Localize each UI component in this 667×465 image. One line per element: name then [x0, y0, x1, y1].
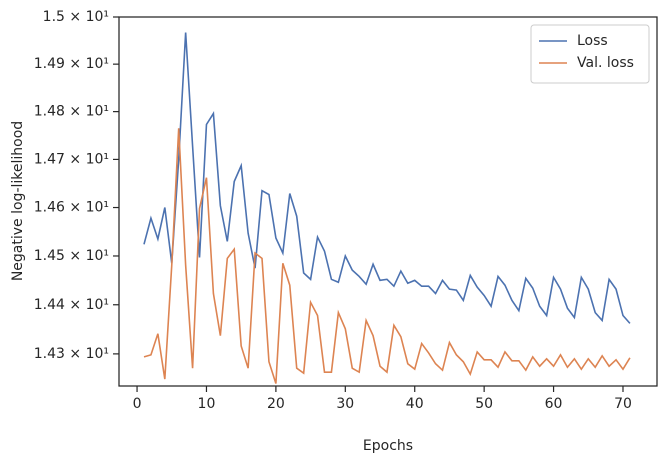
y-tick-label: 1.48 × 10¹	[34, 104, 109, 120]
data-line	[143, 128, 631, 384]
x-tick-label: 30	[336, 396, 354, 412]
x-tick-label: 0	[133, 396, 142, 412]
legend-label: Val. loss	[577, 55, 634, 71]
x-tick-label: 70	[614, 396, 632, 412]
y-tick-label: 1.44 × 10¹	[34, 297, 109, 313]
x-tick-label: 20	[267, 396, 285, 412]
y-tick-label: 1.5 × 10¹	[43, 9, 109, 25]
x-tick-label: 50	[475, 396, 493, 412]
legend-box	[530, 24, 650, 84]
y-tick-label: 1.43 × 10¹	[34, 346, 109, 362]
y-tick-label: 1.49 × 10¹	[34, 56, 109, 72]
y-tick-label: 1.45 × 10¹	[34, 248, 109, 264]
data-line	[143, 32, 631, 324]
y-tick-label: 1.46 × 10¹	[34, 200, 109, 216]
x-tick-label: 10	[198, 396, 216, 412]
y-axis-label: Negative log-likelihood	[10, 121, 26, 281]
x-axis-label: Epochs	[363, 438, 413, 454]
x-tick-label: 60	[545, 396, 563, 412]
x-tick-label: 40	[406, 396, 424, 412]
legend-label: Loss	[577, 33, 608, 49]
plot-frame	[118, 16, 658, 387]
y-tick-label: 1.47 × 10¹	[34, 151, 109, 167]
